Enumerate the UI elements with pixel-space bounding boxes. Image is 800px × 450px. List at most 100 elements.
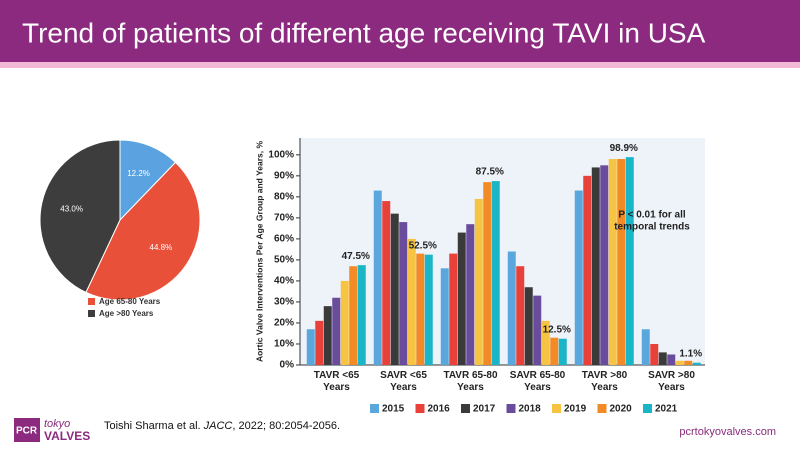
y-axis-title: Aortic Valve Interventions Per Age Group…	[254, 141, 264, 363]
logo-tokyo: tokyo	[44, 418, 70, 430]
legend-swatch	[643, 404, 652, 413]
bar	[533, 295, 542, 365]
annotation: P < 0.01 for all	[618, 210, 686, 221]
x-tick-label: TAVR 65-80 Years	[443, 370, 498, 393]
citation: Toishi Sharma et al. JACC, 2022; 80:2054…	[104, 420, 340, 432]
legend-swatch	[88, 298, 95, 305]
y-tick-label: 40%	[274, 276, 294, 287]
bar	[600, 165, 609, 365]
x-tick-label: SAVR 65-80 Years	[509, 370, 566, 393]
x-tick-label: SAVR >80 Years	[648, 370, 695, 393]
logo-pcr: PCR	[16, 426, 38, 437]
bar	[390, 213, 399, 365]
pie-slice	[119, 139, 177, 222]
legend-swatch	[88, 310, 95, 317]
legend-swatch	[370, 404, 379, 413]
y-tick-label: 20%	[274, 318, 294, 329]
bar	[507, 251, 516, 365]
bar	[516, 266, 525, 365]
value-label: 52.5%	[409, 240, 437, 251]
legend-label: 2017	[473, 404, 496, 415]
website: pcrtokyovalves.com	[679, 426, 776, 438]
bar	[466, 224, 475, 365]
slice-label: 44.8%	[150, 243, 173, 252]
y-tick-label: 60%	[274, 234, 294, 245]
legend-label: 2019	[564, 404, 587, 415]
bar	[491, 181, 500, 365]
legend-label: Age 65-80 Years	[99, 297, 161, 306]
y-tick-label: 80%	[274, 191, 294, 202]
bar	[558, 338, 567, 365]
pie-slice	[39, 139, 121, 294]
legend-swatch	[597, 404, 607, 413]
bar	[483, 182, 492, 365]
bar	[658, 352, 667, 365]
legend-label: 2021	[655, 404, 678, 415]
bar	[349, 266, 358, 365]
y-tick-label: 70%	[274, 213, 294, 224]
bar	[641, 329, 650, 365]
value-label: 87.5%	[476, 167, 504, 178]
citation-part: , 2022; 80:2054-2056.	[232, 420, 340, 432]
bar	[608, 159, 617, 365]
x-tick-label: SAVR <65 Years	[380, 370, 427, 393]
bar	[440, 268, 449, 365]
legend-swatch	[415, 404, 425, 413]
slice-label: 12.2%	[127, 169, 150, 178]
bar	[617, 159, 626, 365]
y-tick-label: 10%	[274, 339, 294, 350]
bar	[449, 253, 458, 365]
y-tick-label: 100%	[268, 149, 294, 160]
bar	[315, 320, 324, 365]
slice-label: 43.0%	[60, 204, 83, 213]
bar	[650, 343, 659, 365]
bar	[625, 157, 634, 365]
citation-part: Toishi Sharma et al.	[104, 420, 204, 432]
legend-label: Age >80 Years	[99, 309, 154, 318]
bar	[692, 362, 701, 365]
y-tick-label: 90%	[274, 170, 294, 181]
logo-valves: VALVES	[44, 429, 90, 443]
bar	[416, 253, 425, 365]
legend-label: 2018	[519, 404, 542, 415]
bar	[382, 201, 391, 365]
bar	[373, 190, 382, 365]
legend-label: 2015	[382, 404, 405, 415]
pie-slice	[85, 161, 201, 301]
legend-label: 2020	[610, 404, 633, 415]
bar	[407, 238, 416, 365]
bar	[591, 167, 600, 365]
x-tick-label: TAVR <65 Years	[313, 370, 360, 393]
bar	[424, 254, 433, 365]
bar	[541, 320, 550, 365]
bar	[550, 337, 559, 365]
bar	[667, 354, 676, 365]
bar	[340, 280, 349, 365]
bar	[457, 232, 466, 365]
bar	[399, 222, 408, 365]
bar	[684, 360, 693, 365]
bar	[574, 190, 583, 365]
bar	[524, 287, 533, 365]
plot-background	[300, 138, 705, 365]
bar	[474, 198, 483, 365]
value-label: 47.5%	[342, 251, 370, 262]
legend-swatch	[461, 404, 470, 413]
citation-journal: JACC	[203, 420, 233, 432]
value-label: 1.1%	[679, 348, 702, 359]
bar	[357, 265, 366, 365]
bar	[323, 306, 332, 365]
value-label: 12.5%	[543, 324, 571, 335]
bar	[332, 297, 341, 365]
value-label: 98.9%	[610, 143, 638, 154]
slide-title: Trend of patients of different age recei…	[22, 17, 706, 48]
legend-swatch	[552, 404, 561, 413]
header-stripe	[0, 62, 800, 68]
header-bar	[0, 0, 800, 62]
legend-swatch	[506, 404, 516, 413]
bar	[675, 360, 684, 365]
annotation: temporal trends	[614, 222, 690, 233]
y-tick-label: 0%	[280, 360, 295, 371]
